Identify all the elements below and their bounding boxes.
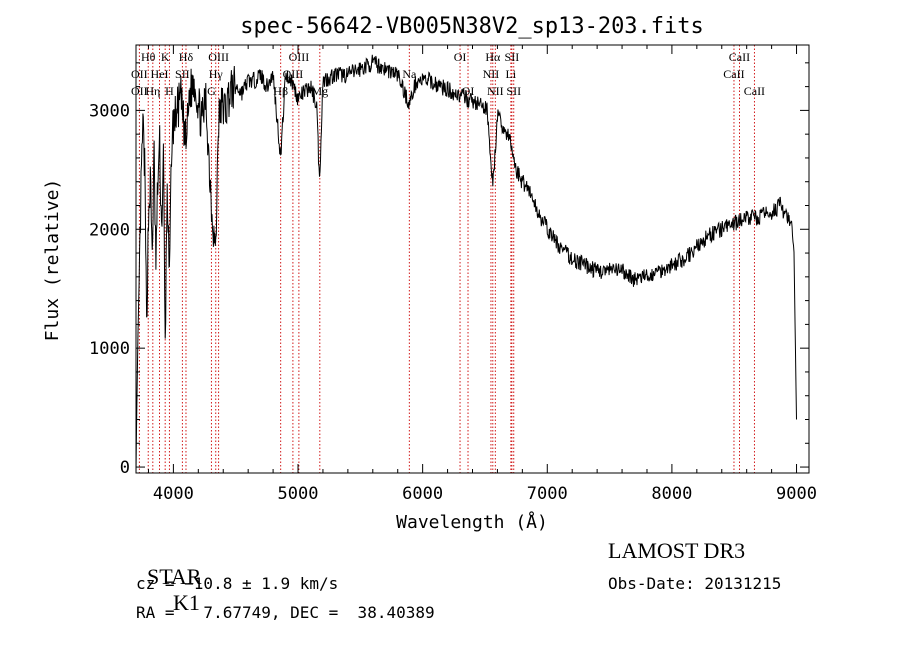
- line-label: H: [165, 84, 174, 98]
- object-class: STAR K1: [136, 538, 201, 616]
- line-label: Hα: [485, 50, 501, 64]
- line-label: OII: [131, 67, 148, 81]
- line-label: OI: [462, 84, 475, 98]
- x-tick-label: 6000: [402, 484, 443, 504]
- line-label: CaII: [744, 84, 765, 98]
- y-axis-ticks: 0 1000 2000 3000: [89, 62, 809, 478]
- subclass-label: K1: [173, 590, 200, 615]
- line-label: OII: [131, 84, 148, 98]
- x-tick-label: 9000: [776, 484, 817, 504]
- spectral-line-markers: [138, 45, 755, 473]
- line-label: CaII: [723, 67, 744, 81]
- line-label: Li: [506, 67, 517, 81]
- chart-title: spec-56642-VB005N38V2_sp13-203.fits: [240, 14, 704, 39]
- ra-dec: RA = 7.67749, DEC = 38.40389: [136, 603, 435, 622]
- survey-label: LAMOST DR3: [608, 538, 746, 563]
- x-tick-label: 8000: [651, 484, 692, 504]
- line-label: SII: [506, 84, 521, 98]
- x-tick-label: 4000: [153, 484, 194, 504]
- x-tick-label: 7000: [527, 484, 568, 504]
- line-label: G: [207, 84, 216, 98]
- line-label: Mg: [311, 84, 328, 98]
- plot-frame: [135, 44, 810, 474]
- cz-value: cz = −10.8 ± 1.9 km/s: [136, 574, 339, 593]
- line-label: Na: [402, 67, 417, 81]
- line-label: NII: [483, 67, 500, 81]
- line-label: Hη: [145, 84, 160, 98]
- line-label: SII: [175, 67, 190, 81]
- class-label: STAR: [147, 564, 202, 589]
- line-label: Hγ: [209, 67, 224, 81]
- line-label: OIII: [289, 50, 310, 64]
- y-tick-label: 2000: [89, 220, 130, 240]
- x-axis-ticks: 4000 5000 6000 7000 8000 9000: [147, 45, 817, 504]
- line-label: Hθ: [141, 50, 156, 64]
- line-label: OIII: [208, 50, 229, 64]
- y-tick-label: 3000: [89, 101, 130, 121]
- spectral-line-labels: Hθ K Hδ OIII OIII OI Hα SII CaII OII HeI SII Hγ OIII N…: [131, 50, 765, 98]
- line-label: K: [161, 50, 170, 64]
- line-label: HeI: [151, 67, 169, 81]
- spectrum-series: [135, 54, 797, 474]
- x-axis-label: Wavelength (Å): [396, 511, 548, 533]
- y-tick-label: 1000: [89, 339, 130, 359]
- line-label: Hδ: [179, 50, 194, 64]
- x-tick-label: 5000: [278, 484, 319, 504]
- line-label: SII: [505, 50, 520, 64]
- y-tick-label: 0: [120, 458, 130, 478]
- line-label: Hβ: [273, 84, 288, 98]
- line-label: NII: [487, 84, 504, 98]
- y-axis-label: Flux (relative): [42, 179, 63, 342]
- spectrum-line: [135, 54, 797, 474]
- obs-date: Obs-Date: 20131215: [608, 574, 782, 593]
- line-label: OIII: [283, 67, 304, 81]
- line-label: OI: [454, 50, 467, 64]
- line-label: CaII: [729, 50, 750, 64]
